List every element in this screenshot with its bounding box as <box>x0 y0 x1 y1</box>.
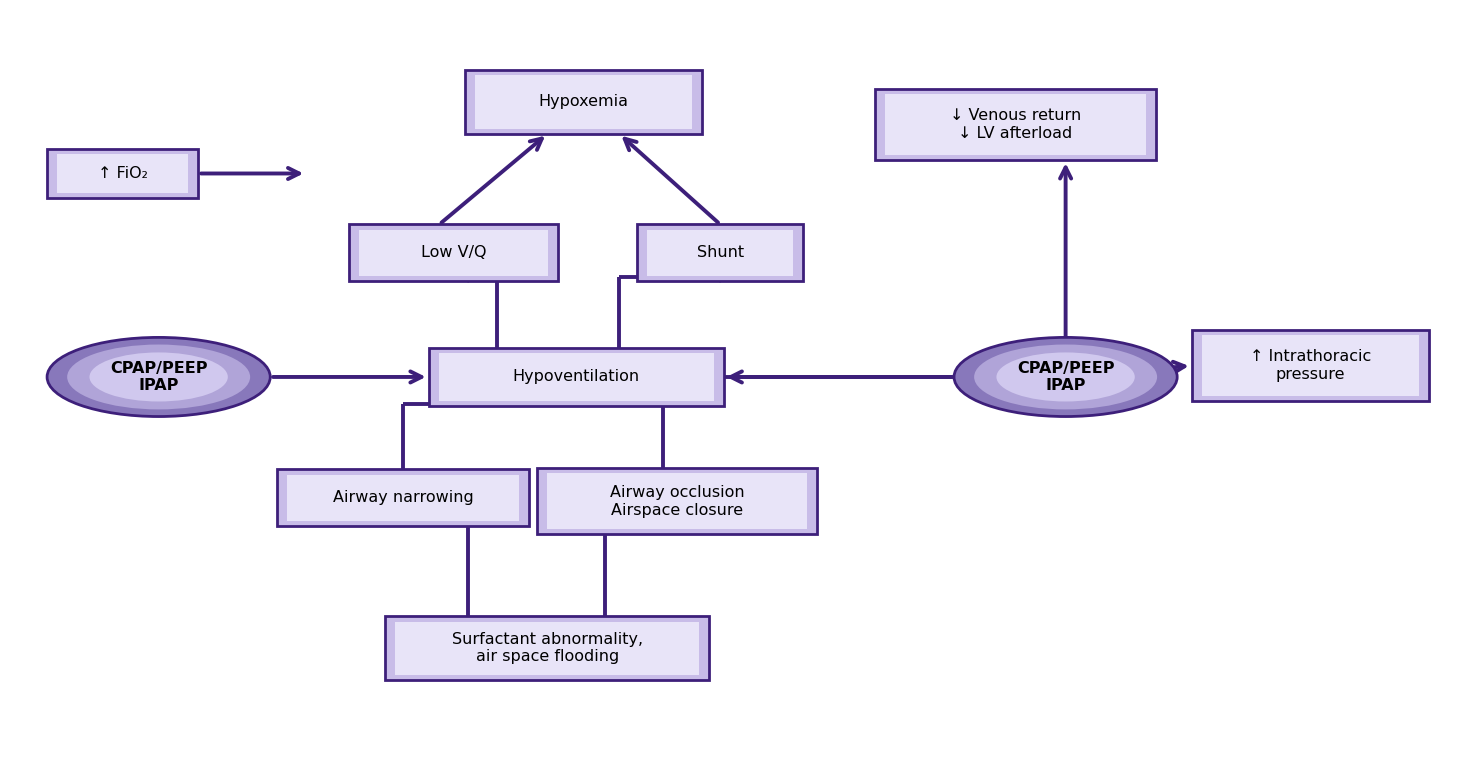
FancyBboxPatch shape <box>350 225 558 281</box>
Text: ↓ Venous return
↓ LV afterload: ↓ Venous return ↓ LV afterload <box>949 108 1081 141</box>
Text: Surfactant abnormality,
air space flooding: Surfactant abnormality, air space floodi… <box>452 632 643 664</box>
FancyBboxPatch shape <box>876 88 1156 160</box>
FancyBboxPatch shape <box>536 468 817 534</box>
FancyBboxPatch shape <box>385 616 710 681</box>
FancyBboxPatch shape <box>648 230 793 275</box>
FancyBboxPatch shape <box>1202 335 1419 396</box>
Text: CPAP/PEEP
IPAP: CPAP/PEEP IPAP <box>1017 361 1115 393</box>
Text: Airway narrowing: Airway narrowing <box>333 490 474 505</box>
FancyBboxPatch shape <box>546 474 806 529</box>
Text: Hypoventilation: Hypoventilation <box>513 369 639 384</box>
FancyBboxPatch shape <box>47 149 198 198</box>
FancyBboxPatch shape <box>439 353 714 401</box>
FancyBboxPatch shape <box>395 621 699 675</box>
Text: CPAP/PEEP
IPAP: CPAP/PEEP IPAP <box>110 361 207 393</box>
Ellipse shape <box>68 345 250 409</box>
Text: Airway occlusion
Airspace closure: Airway occlusion Airspace closure <box>610 485 745 518</box>
Ellipse shape <box>996 352 1134 401</box>
Text: Low V/Q: Low V/Q <box>422 245 486 260</box>
FancyBboxPatch shape <box>638 225 804 281</box>
Ellipse shape <box>953 338 1177 417</box>
Text: ↑ Intrathoracic
pressure: ↑ Intrathoracic pressure <box>1250 349 1371 382</box>
Ellipse shape <box>90 352 228 401</box>
FancyBboxPatch shape <box>360 230 548 275</box>
Ellipse shape <box>47 338 270 417</box>
Text: Shunt: Shunt <box>696 245 743 260</box>
FancyBboxPatch shape <box>464 70 702 134</box>
Text: ↑ FiO₂: ↑ FiO₂ <box>98 166 147 181</box>
Ellipse shape <box>974 345 1158 409</box>
FancyBboxPatch shape <box>57 155 188 193</box>
FancyBboxPatch shape <box>884 94 1146 155</box>
Text: Hypoxemia: Hypoxemia <box>538 95 629 109</box>
FancyBboxPatch shape <box>288 474 519 521</box>
FancyBboxPatch shape <box>474 75 692 128</box>
FancyBboxPatch shape <box>278 469 529 526</box>
FancyBboxPatch shape <box>429 348 724 406</box>
FancyBboxPatch shape <box>1191 330 1429 401</box>
